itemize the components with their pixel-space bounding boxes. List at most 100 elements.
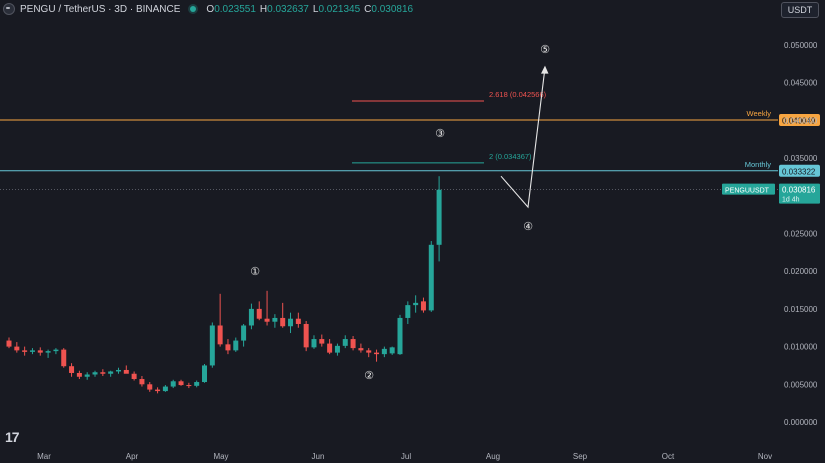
pengu-logo-icon: [3, 3, 15, 15]
level-price-tag: 0.033322: [782, 167, 816, 176]
candle-body: [381, 348, 387, 355]
candle-body: [155, 389, 161, 392]
low-value: 0.021345: [318, 3, 361, 15]
x-tick-label: Nov: [758, 452, 772, 461]
candle-body: [272, 317, 278, 322]
candle-body: [37, 350, 43, 353]
level-price-tag: 0.040049: [782, 117, 816, 126]
candle-body: [413, 302, 419, 306]
y-tick-label: 0.010000: [784, 343, 818, 352]
candle-body: [69, 366, 75, 373]
candle-body: [303, 323, 309, 348]
x-tick-label: Jun: [312, 452, 325, 461]
candle-body: [170, 381, 176, 387]
arrow-head-icon: [541, 65, 549, 74]
y-tick-label: 0.035000: [784, 154, 818, 163]
x-tick-label: Jul: [401, 452, 411, 461]
market-status-icon: [190, 6, 197, 12]
symbol-tag-bg: [722, 183, 775, 195]
horizontal-levels: Weekly 0.040049 Monthly 0.033322 PENGUUSDT 0.…: [0, 90, 820, 204]
x-tick-label: Aug: [486, 452, 500, 461]
wave-projection-path: [500, 67, 546, 209]
candle-body: [319, 339, 325, 344]
fib-target-label: 2.618 (0.042566): [489, 90, 547, 99]
candle-body: [194, 382, 200, 386]
candle-body: [29, 350, 35, 352]
candle-body: [108, 371, 114, 374]
candle-body: [334, 345, 340, 353]
candle-body: [115, 369, 121, 372]
fib-target-label: 2 (0.034367): [489, 152, 532, 161]
symbol-title[interactable]: PENGU / TetherUS · 3D · BINANCE: [20, 3, 181, 15]
candle-body: [202, 365, 207, 383]
candle-body: [123, 369, 129, 374]
wave-label-2: ②: [364, 369, 374, 382]
y-tick-label: 0.050000: [784, 41, 818, 50]
price-tag-bg: [779, 183, 820, 204]
y-tick-label: 0.015000: [784, 305, 818, 314]
candle-body: [248, 308, 254, 326]
y-tick-label: 0.000000: [784, 418, 818, 427]
symbol-header: PENGU / TetherUS · 3D · BINANCE O 0.02355…: [0, 0, 413, 18]
candle-body: [241, 325, 247, 341]
candle-body: [147, 384, 153, 390]
candle-body: [288, 318, 294, 327]
y-tick-label: 0.025000: [784, 230, 818, 239]
candle-body: [76, 372, 82, 377]
candle-body: [295, 318, 301, 324]
candle-body: [225, 344, 231, 351]
candle-body: [366, 350, 372, 353]
candle-body: [53, 349, 59, 352]
candle-body: [264, 318, 270, 322]
level-price-tag-bg: [779, 164, 820, 177]
candle-body: [14, 346, 20, 351]
y-tick-label: 0.020000: [784, 267, 818, 276]
tradingview-logo[interactable]: 17: [5, 429, 20, 445]
high-label: H: [259, 3, 268, 15]
candle-body: [162, 386, 168, 392]
time-axis: Mar Apr May Jun Jul Aug Sep Oct Nov: [37, 452, 772, 461]
candle-body: [358, 348, 364, 351]
candlestick-series: [6, 176, 442, 394]
candle-body: [178, 381, 184, 386]
price-axis: 0.000000 0.005000 0.010000 0.015000 0.020000…: [784, 41, 818, 427]
close-value: 0.030816: [371, 3, 414, 15]
candle-body: [397, 317, 403, 355]
price-tag: 0.030816: [782, 186, 816, 195]
candle-body: [420, 301, 426, 311]
open-label: O: [206, 3, 215, 15]
low-label: L: [312, 3, 319, 15]
candle-body: [61, 349, 67, 367]
candle-body: [217, 325, 223, 345]
high-value: 0.032637: [267, 3, 309, 15]
candle-body: [374, 352, 380, 355]
candle-body: [436, 189, 442, 245]
candle-body: [186, 385, 192, 387]
x-tick-label: Oct: [662, 452, 675, 461]
candle-body: [327, 343, 333, 353]
x-tick-label: Sep: [573, 452, 588, 461]
wave-label-1: ①: [250, 265, 260, 278]
close-label: C: [364, 3, 372, 15]
candle-body: [6, 340, 12, 347]
candle-body: [256, 308, 262, 319]
currency-button[interactable]: USDT: [781, 2, 819, 18]
wave-label-3: ③: [435, 127, 445, 140]
x-tick-label: Apr: [126, 452, 139, 461]
level-price-tag-bg: [779, 114, 820, 127]
candle-body: [22, 350, 28, 352]
open-value: 0.023551: [214, 3, 256, 15]
x-tick-label: Mar: [37, 452, 51, 461]
countdown-tag: 1d 4h: [782, 197, 800, 204]
candle-body: [405, 305, 411, 318]
candle-body: [350, 339, 356, 349]
wave-projection: ① ② ③ ④ ⑤: [250, 43, 550, 382]
candle-body: [209, 325, 215, 366]
candle-body: [342, 339, 348, 346]
level-name-weekly: Weekly: [747, 109, 772, 118]
candle-body: [131, 373, 137, 380]
candle-body: [92, 372, 98, 375]
candle-body: [84, 374, 90, 377]
x-tick-label: May: [213, 452, 228, 461]
